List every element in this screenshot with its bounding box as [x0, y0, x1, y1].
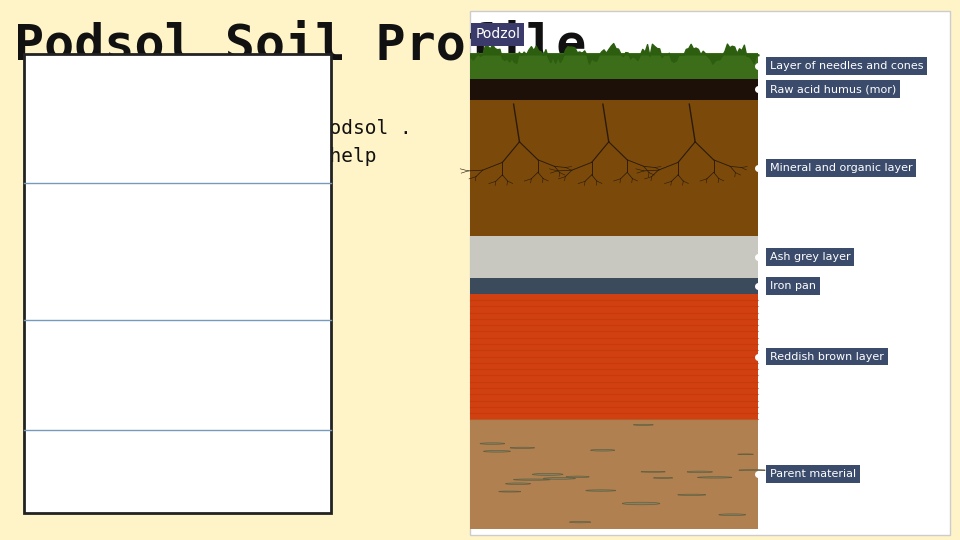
Text: Mineral and organic layer: Mineral and organic layer [770, 163, 913, 173]
Ellipse shape [543, 477, 575, 480]
Ellipse shape [698, 477, 732, 478]
Ellipse shape [484, 450, 511, 452]
Ellipse shape [533, 474, 564, 475]
FancyBboxPatch shape [470, 294, 758, 420]
Text: Podsol Soil Profile: Podsol Soil Profile [14, 22, 587, 70]
FancyBboxPatch shape [470, 11, 950, 535]
Text: 1. Sketch the profile of Podsol .
Use the template below to help
you.: 1. Sketch the profile of Podsol . Use th… [24, 119, 412, 194]
FancyBboxPatch shape [470, 420, 758, 529]
Ellipse shape [506, 483, 531, 484]
Ellipse shape [634, 424, 654, 426]
Ellipse shape [739, 470, 765, 471]
Ellipse shape [590, 449, 614, 451]
Text: Layer of needles and cones: Layer of needles and cones [770, 61, 924, 71]
FancyBboxPatch shape [24, 54, 331, 513]
Ellipse shape [622, 502, 660, 505]
FancyBboxPatch shape [470, 236, 758, 278]
Ellipse shape [514, 479, 550, 480]
Ellipse shape [654, 477, 673, 478]
Ellipse shape [510, 447, 535, 448]
Ellipse shape [687, 471, 712, 472]
Text: Podzol: Podzol [475, 28, 520, 42]
FancyBboxPatch shape [470, 53, 758, 79]
FancyBboxPatch shape [470, 79, 758, 100]
Text: Parent material: Parent material [770, 469, 856, 480]
Ellipse shape [499, 491, 521, 492]
Text: Iron pan: Iron pan [770, 281, 816, 291]
Text: Ash grey layer: Ash grey layer [770, 252, 851, 262]
Text: Raw acid humus (mor): Raw acid humus (mor) [770, 84, 897, 94]
FancyBboxPatch shape [470, 278, 758, 294]
Ellipse shape [480, 443, 505, 444]
Ellipse shape [566, 476, 589, 477]
Text: Reddish brown layer: Reddish brown layer [770, 352, 884, 361]
Ellipse shape [737, 454, 754, 455]
FancyBboxPatch shape [470, 100, 758, 236]
Ellipse shape [641, 471, 665, 472]
Ellipse shape [569, 522, 590, 523]
Ellipse shape [586, 490, 616, 491]
Ellipse shape [719, 514, 746, 516]
Ellipse shape [678, 494, 706, 495]
